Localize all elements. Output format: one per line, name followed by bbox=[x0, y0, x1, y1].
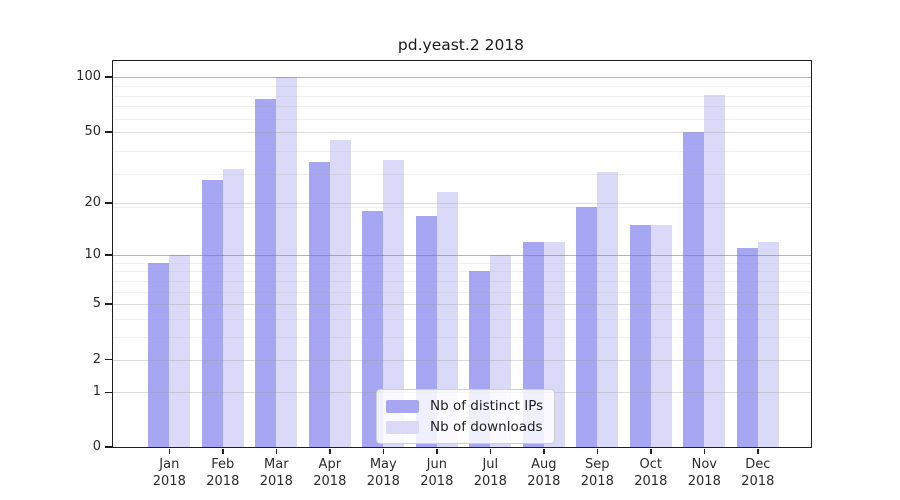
y-axis-tick bbox=[104, 446, 112, 448]
legend-swatch-distinct-ips bbox=[386, 399, 419, 413]
y-axis-tick bbox=[104, 76, 112, 78]
x-axis-tick bbox=[222, 448, 224, 454]
x-label-month: Jul bbox=[482, 457, 499, 472]
x-axis-tick-label: Jun 2018 bbox=[405, 456, 469, 490]
x-label-year: 2018 bbox=[420, 474, 454, 489]
legend-label-downloads: Nb of downloads bbox=[430, 419, 543, 435]
x-label-month: Jun bbox=[426, 457, 447, 472]
y-axis-tick bbox=[104, 131, 112, 133]
x-axis-tick-label: May 2018 bbox=[351, 456, 415, 490]
x-axis-tick bbox=[275, 448, 278, 454]
x-label-month: Oct bbox=[639, 457, 663, 472]
x-label-month: Mar bbox=[264, 457, 289, 472]
y-axis-tick-label: 5 bbox=[92, 295, 101, 311]
x-label-month: Sep bbox=[585, 457, 610, 472]
y-axis-tick-label: 100 bbox=[76, 68, 101, 84]
bar-downloads bbox=[276, 76, 298, 447]
y-axis-tick-label: 20 bbox=[84, 195, 101, 211]
x-axis-tick bbox=[168, 448, 170, 454]
x-axis-tick bbox=[703, 448, 705, 454]
bar-downloads bbox=[650, 225, 672, 447]
bar-downloads bbox=[597, 171, 619, 447]
bar-distinct-ips bbox=[255, 98, 277, 447]
legend-swatch-downloads bbox=[386, 420, 419, 434]
x-label-year: 2018 bbox=[634, 474, 668, 489]
major-gridline bbox=[113, 76, 811, 78]
bar-downloads bbox=[383, 159, 405, 447]
bar-distinct-ips bbox=[362, 211, 384, 447]
x-axis-tick-label: Sep 2018 bbox=[565, 456, 629, 490]
x-axis-tick-label: Feb 2018 bbox=[191, 456, 255, 490]
x-axis-tick-label: Jan 2018 bbox=[137, 456, 201, 490]
x-axis-tick-label: Mar 2018 bbox=[244, 456, 308, 490]
x-label-month: Jan bbox=[159, 457, 180, 472]
y-axis-tick-label: 0 bbox=[92, 439, 101, 454]
y-axis-tick bbox=[104, 391, 112, 393]
x-axis-tick-label: Dec 2018 bbox=[726, 456, 790, 490]
x-axis-tick bbox=[329, 448, 331, 454]
x-axis-tick bbox=[489, 448, 492, 454]
y-axis-tick-label: 10 bbox=[84, 247, 101, 263]
bar-downloads bbox=[222, 169, 244, 447]
bar-downloads bbox=[329, 140, 351, 447]
x-axis-tick-label: Jul 2018 bbox=[458, 456, 522, 490]
y-axis-tick bbox=[104, 254, 112, 256]
x-axis-tick bbox=[543, 448, 545, 454]
x-label-month: Aug bbox=[531, 457, 557, 472]
y-axis-tick-label: 1 bbox=[92, 384, 101, 400]
bar-distinct-ips bbox=[576, 207, 598, 447]
x-axis-tick bbox=[436, 448, 438, 454]
x-label-month: May bbox=[369, 457, 397, 472]
bar-downloads bbox=[757, 241, 779, 447]
plot-area: Nb of distinct IPs Nb of downloads 0 1 2 5 1… bbox=[76, 60, 812, 489]
bar-distinct-ips bbox=[308, 162, 330, 447]
x-label-month: Nov bbox=[691, 457, 717, 472]
y-axis-tick-label: 50 bbox=[84, 123, 101, 139]
chart-title: pd.yeast.2 2018 bbox=[397, 36, 525, 54]
legend-label-distinct-ips: Nb of distinct IPs bbox=[430, 398, 544, 414]
x-label-year: 2018 bbox=[580, 474, 614, 489]
y-axis-tick bbox=[104, 358, 112, 361]
x-axis-tick bbox=[757, 448, 759, 454]
x-label-year: 2018 bbox=[741, 474, 775, 489]
bar-downloads bbox=[169, 255, 191, 447]
x-label-year: 2018 bbox=[259, 474, 293, 489]
minor-gridline bbox=[113, 86, 811, 88]
bar-distinct-ips bbox=[148, 262, 170, 447]
x-label-month: Apr bbox=[318, 457, 342, 472]
x-axis-tick-label: Oct 2018 bbox=[619, 456, 683, 490]
x-label-year: 2018 bbox=[473, 474, 507, 489]
bar-distinct-ips bbox=[629, 225, 651, 447]
x-label-year: 2018 bbox=[527, 474, 561, 489]
legend: Nb of distinct IPs Nb of downloads bbox=[376, 389, 556, 444]
y-axis-tick bbox=[104, 303, 112, 305]
legend-item-distinct-ips: Nb of distinct IPs bbox=[386, 398, 543, 414]
x-axis-tick bbox=[650, 448, 652, 454]
x-axis-tick-label: Nov 2018 bbox=[672, 456, 736, 490]
bar-distinct-ips bbox=[736, 248, 758, 447]
x-label-year: 2018 bbox=[206, 474, 240, 489]
bar-distinct-ips bbox=[201, 180, 223, 447]
legend-item-downloads: Nb of downloads bbox=[386, 419, 543, 435]
x-axis-tick bbox=[596, 448, 599, 454]
x-label-month: Dec bbox=[745, 457, 771, 472]
x-label-month: Feb bbox=[211, 457, 235, 472]
x-axis-tick-label: Apr 2018 bbox=[298, 456, 362, 490]
y-axis-tick bbox=[104, 202, 112, 204]
x-label-year: 2018 bbox=[152, 474, 186, 489]
x-axis-tick-label: Aug 2018 bbox=[512, 456, 576, 490]
bar-distinct-ips bbox=[683, 131, 705, 447]
x-label-year: 2018 bbox=[313, 474, 347, 489]
y-axis-tick-label: 2 bbox=[92, 351, 101, 367]
bar-downloads bbox=[704, 94, 726, 447]
x-label-year: 2018 bbox=[366, 474, 400, 489]
x-label-year: 2018 bbox=[687, 474, 721, 489]
x-axis-tick bbox=[382, 448, 385, 454]
